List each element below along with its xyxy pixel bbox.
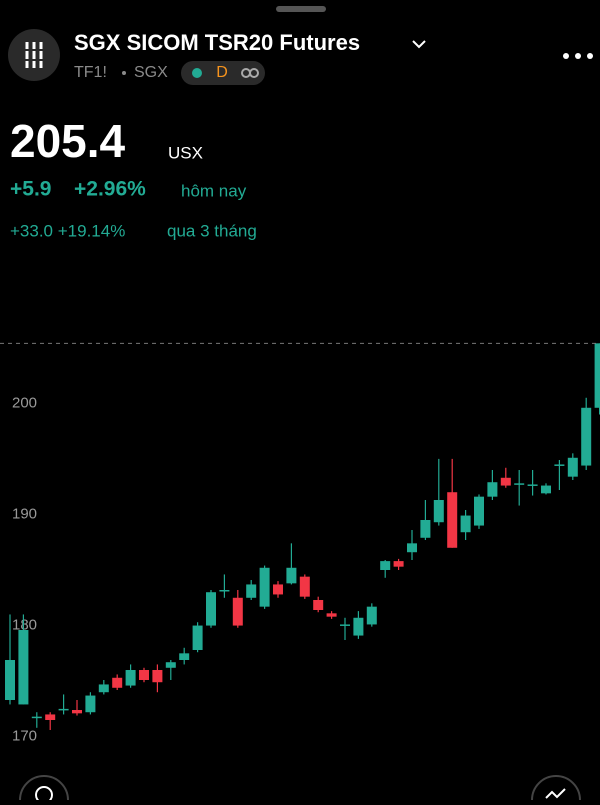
candle-body	[527, 484, 538, 486]
chart: 170 180 190 200	[0, 342, 600, 745]
candle-body	[594, 343, 600, 408]
candle-body	[18, 630, 29, 705]
change-abs: +5.9	[10, 178, 51, 201]
range-change: +33.0 +19.14%	[10, 221, 125, 240]
exchange: SGX	[134, 64, 168, 81]
candle-body	[567, 457, 578, 477]
drag-handle[interactable]	[276, 6, 326, 12]
candle-body	[487, 482, 498, 497]
candle-body	[407, 543, 417, 553]
candle-body	[541, 485, 551, 494]
candle-body	[72, 710, 82, 714]
candle-body	[206, 592, 216, 626]
candle-body	[58, 708, 69, 711]
candle-body	[5, 660, 15, 700]
candle-body	[299, 576, 310, 597]
candle-body	[474, 496, 484, 526]
candle-body	[460, 515, 471, 533]
y-tick-label: 200	[12, 394, 37, 411]
candle-body	[433, 500, 444, 523]
change-period: hôm nay	[181, 181, 247, 200]
candle-body	[259, 567, 270, 607]
candle-body	[45, 714, 56, 720]
more-menu[interactable]	[563, 53, 593, 59]
y-tick-label: 190	[12, 505, 37, 522]
range-period: qua 3 tháng	[167, 221, 257, 240]
infinity-icon	[241, 68, 259, 78]
candle-body	[165, 662, 176, 668]
candle-body	[219, 590, 230, 592]
candle-body	[313, 600, 324, 610]
candle-body	[514, 483, 525, 485]
candle-body	[286, 567, 297, 584]
candle-body	[393, 561, 404, 567]
candle-body	[447, 492, 458, 548]
candle-body	[581, 407, 592, 466]
candle-body	[112, 677, 123, 688]
y-tick-label: 180	[12, 617, 37, 634]
separator	[122, 71, 126, 75]
logo-icon	[25, 42, 43, 68]
candle-body	[353, 617, 364, 636]
candle-body	[192, 625, 203, 650]
candle-body	[340, 624, 350, 626]
market-open-dot	[192, 68, 202, 78]
last-price: 205.4	[10, 115, 126, 167]
candle-body	[85, 695, 96, 713]
candle-body	[246, 584, 257, 598]
candle-body	[554, 464, 565, 466]
candle-body	[179, 653, 190, 660]
y-tick-label: 170	[12, 728, 37, 745]
interval: D	[216, 64, 228, 81]
symbol-title[interactable]: SGX SICOM TSR20 Futures	[74, 30, 360, 55]
alert-icon	[35, 786, 53, 804]
chart-icon	[545, 788, 566, 799]
currency: USX	[168, 143, 203, 162]
candle-body	[139, 670, 149, 680]
title-chevron[interactable]	[412, 40, 426, 49]
candle-body	[326, 613, 337, 617]
candle-body	[31, 716, 42, 719]
candle-body	[98, 684, 109, 693]
candle-body	[380, 561, 391, 570]
status-pill[interactable]	[181, 61, 265, 85]
symbol-ticker: TF1!	[74, 64, 107, 81]
candle-body	[500, 477, 511, 486]
candle-body	[125, 670, 136, 686]
candle-body	[420, 520, 431, 538]
candle-body	[152, 670, 163, 683]
candle-body	[366, 606, 377, 625]
candle-body	[232, 597, 243, 626]
candle-body	[273, 584, 283, 595]
change-pct: +2.96%	[74, 178, 146, 201]
